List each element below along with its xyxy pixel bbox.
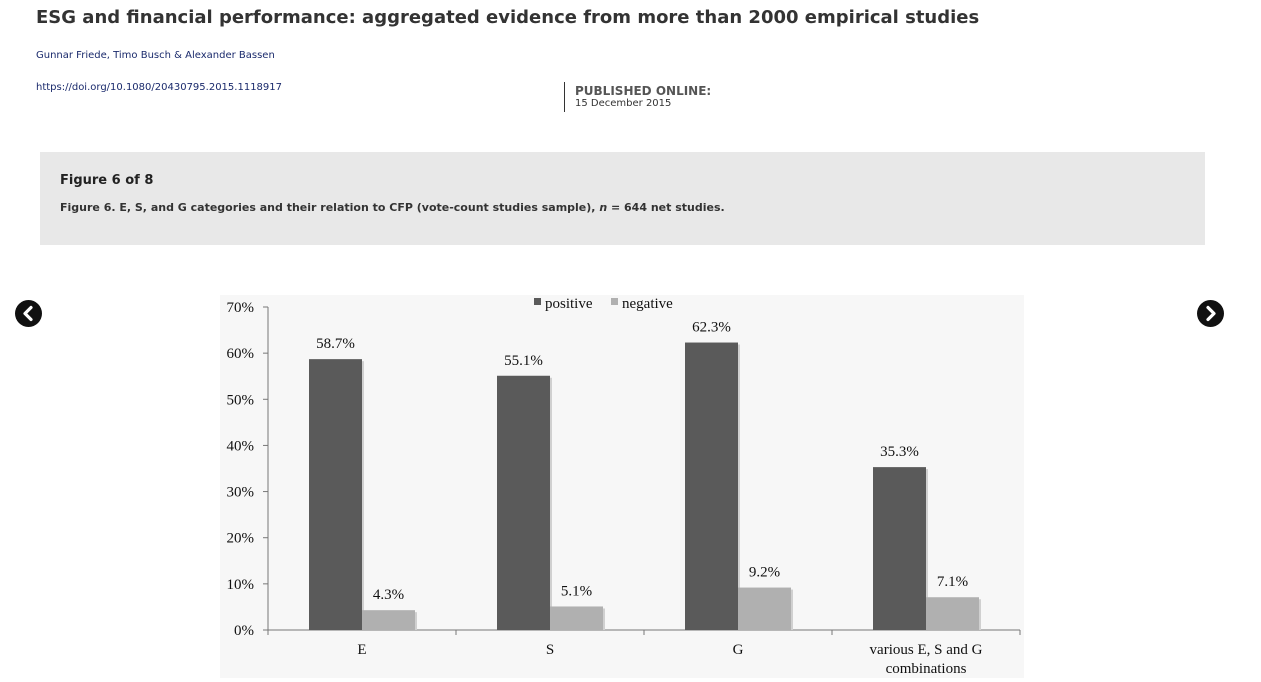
- chevron-left-circle-icon: [23, 305, 33, 322]
- data-label-positive: 55.1%: [504, 353, 543, 369]
- previous-figure-button[interactable]: [15, 300, 42, 327]
- x-category-label: E: [357, 642, 366, 658]
- figure-chart: 0% 10% 20% 30% 40% 50% 60% 70% 58.7% 4.3% E 55.1% 5.…: [220, 295, 1024, 678]
- article-title: ESG and financial performance: aggregate…: [36, 7, 980, 28]
- y-tick-label: 70%: [227, 300, 255, 316]
- data-label-negative: 5.1%: [561, 583, 592, 599]
- chevron-right-circle-icon: [1206, 305, 1216, 322]
- published-label: PUBLISHED ONLINE:: [575, 84, 712, 98]
- y-tick-label: 60%: [227, 346, 255, 362]
- y-tick-label: 50%: [227, 392, 255, 408]
- y-tick-label: 10%: [227, 577, 255, 593]
- caption-n: n: [599, 201, 608, 214]
- data-label-negative: 7.1%: [937, 574, 968, 590]
- bar-chart: 0% 10% 20% 30% 40% 50% 60% 70% 58.7% 4.3% E 55.1% 5.…: [227, 296, 1021, 677]
- data-label-positive: 58.7%: [316, 336, 355, 352]
- data-label-positive: 35.3%: [880, 444, 919, 460]
- bar-negative: [738, 587, 791, 630]
- legend-swatch-negative: [611, 298, 618, 305]
- bar-positive: [873, 467, 926, 630]
- data-label-negative: 9.2%: [749, 565, 780, 581]
- bar-negative: [926, 597, 979, 630]
- bar-positive: [685, 342, 738, 630]
- published-info: PUBLISHED ONLINE: 15 December 2015: [564, 82, 711, 112]
- y-tick-label: 0%: [234, 623, 254, 639]
- x-category-label: various E, S and G: [870, 642, 983, 658]
- data-label-negative: 4.3%: [373, 587, 404, 603]
- x-category-label: G: [733, 642, 744, 658]
- bar-positive: [309, 359, 362, 630]
- legend-swatch-positive: [534, 298, 541, 305]
- legend-label-negative: negative: [622, 296, 673, 312]
- bar-positive: [497, 375, 550, 630]
- figure-number: Figure 6 of 8: [60, 173, 154, 188]
- published-date: 15 December 2015: [575, 98, 672, 109]
- doi-link[interactable]: https://doi.org/10.1080/20430795.2015.11…: [36, 82, 283, 93]
- legend-label-positive: positive: [545, 296, 593, 312]
- y-tick-label: 40%: [227, 438, 255, 454]
- article-authors[interactable]: Gunnar Friede, Timo Busch & Alexander Ba…: [36, 50, 275, 61]
- caption-suffix: = 644 net studies.: [607, 201, 725, 214]
- data-label-positive: 62.3%: [692, 320, 731, 336]
- figure-caption: Figure 6. E, S, and G categories and the…: [60, 201, 725, 214]
- x-category-label: S: [546, 642, 554, 658]
- x-category-label: combinations: [886, 661, 967, 677]
- y-tick-label: 30%: [227, 485, 255, 501]
- figure-caption-box: Figure 6 of 8 Figure 6. E, S, and G cate…: [40, 152, 1205, 245]
- next-figure-button[interactable]: [1197, 300, 1224, 327]
- bar-negative: [362, 610, 415, 630]
- caption-prefix: Figure 6. E, S, and G categories and the…: [60, 201, 600, 214]
- y-tick-label: 20%: [227, 531, 255, 547]
- bar-negative: [550, 606, 603, 630]
